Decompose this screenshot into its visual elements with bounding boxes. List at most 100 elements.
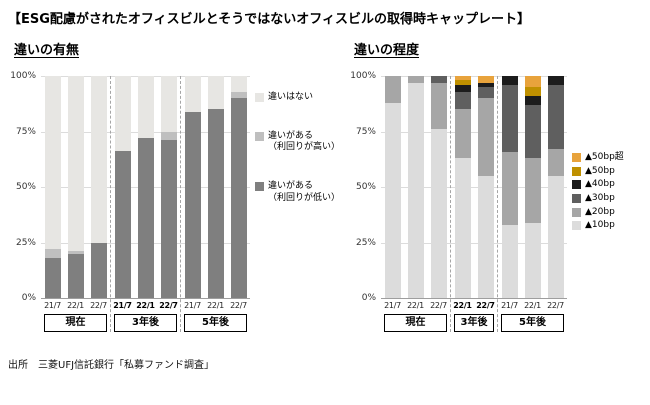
page-title: 【ESG配慮がされたオフィスビルとそうではないオフィスビルの取得時キャップレート… bbox=[8, 12, 531, 27]
x-tick-label: 21/7 bbox=[184, 301, 201, 310]
legend-label: 違いはない bbox=[268, 92, 314, 102]
bar-segment bbox=[44, 258, 61, 298]
bar-segment bbox=[90, 76, 107, 243]
bar-slot bbox=[451, 76, 474, 298]
bar-segment bbox=[524, 158, 541, 223]
bar-segment bbox=[430, 129, 447, 298]
chart-title-degree: 違いの程度 bbox=[354, 43, 420, 58]
x-tick-label: 22/1 bbox=[136, 301, 155, 310]
y-axis: 100% 75% 50% 25% 0% bbox=[348, 71, 378, 303]
bar-segment bbox=[137, 138, 154, 298]
stacked-bar bbox=[501, 76, 518, 298]
bar-segment bbox=[90, 242, 107, 298]
bar-segment bbox=[114, 151, 131, 298]
bar-segment bbox=[524, 76, 541, 88]
group-label: 5年後 bbox=[501, 314, 564, 332]
bar-segment bbox=[501, 84, 518, 152]
legend-label: ▲40bp bbox=[585, 179, 615, 190]
legend-label: ▲20bp bbox=[585, 206, 615, 217]
legend-item: ▲20bp bbox=[572, 207, 638, 219]
bar-slot bbox=[544, 76, 567, 298]
bar-group: 21/7 22/1 22/7 現在 bbox=[381, 76, 451, 332]
stacked-bar bbox=[44, 76, 61, 298]
x-tick-label: 22/7 bbox=[230, 301, 247, 310]
y-axis-label: 25% bbox=[15, 237, 36, 248]
x-tick-label: 21/7 bbox=[501, 301, 518, 310]
bar-segment bbox=[501, 224, 518, 298]
y-axis-label: 75% bbox=[15, 126, 36, 137]
x-tick-label: 21/7 bbox=[113, 301, 132, 310]
bar-segment bbox=[184, 76, 201, 112]
stacked-bar bbox=[524, 76, 541, 298]
legend-swatch bbox=[255, 131, 264, 141]
stacked-bar bbox=[384, 76, 401, 298]
y-axis: 100% 75% 50% 25% 0% bbox=[8, 71, 38, 303]
bar-segment bbox=[114, 76, 131, 152]
source-note: 出所 三菱UFJ信託銀行「私募ファンド調査」 bbox=[8, 360, 215, 371]
bar-segment bbox=[477, 98, 494, 176]
x-axis: 22/1 22/7 bbox=[451, 300, 497, 311]
bar-segment bbox=[454, 109, 471, 159]
bars bbox=[498, 76, 567, 298]
bar-segment bbox=[454, 84, 471, 92]
bars bbox=[381, 76, 450, 298]
y-axis-label: 100% bbox=[10, 71, 36, 81]
bar-segment bbox=[477, 82, 494, 88]
legend-swatch bbox=[572, 207, 581, 217]
stacked-bar bbox=[454, 76, 471, 298]
x-tick-label: 21/7 bbox=[384, 301, 401, 310]
bar-groups: 21/7 22/1 22/7 現在 22/1 22/7 3年後 21/7 22/1 22/7 5年後 bbox=[381, 76, 567, 332]
gridlines bbox=[381, 76, 567, 299]
bar-slot bbox=[381, 76, 404, 298]
bar-segment bbox=[384, 76, 401, 103]
x-tick-label: 21/7 bbox=[44, 301, 61, 310]
bar-group: 21/7 22/1 22/7 5年後 bbox=[181, 76, 250, 332]
bar-slot bbox=[181, 76, 204, 298]
gridline bbox=[41, 298, 250, 299]
x-tick-label: 22/1 bbox=[453, 301, 472, 310]
bar-segment bbox=[137, 76, 154, 139]
legend-label: ▲30bp bbox=[585, 193, 615, 204]
stacked-bar bbox=[477, 76, 494, 298]
chart-title-presence: 違いの有無 bbox=[14, 43, 80, 58]
y-axis-label: 50% bbox=[355, 182, 376, 192]
bar-slot bbox=[87, 76, 110, 298]
bar-segment bbox=[547, 149, 564, 176]
legend-swatch bbox=[255, 182, 264, 192]
bar-slot bbox=[134, 76, 157, 298]
x-tick-label: 22/7 bbox=[159, 301, 178, 310]
bar-slot bbox=[41, 76, 64, 298]
bar-segment bbox=[44, 76, 61, 250]
stacked-bar bbox=[230, 76, 247, 298]
x-axis: 21/7 22/1 22/7 bbox=[41, 300, 110, 311]
bar-slot bbox=[111, 76, 134, 298]
bar-segment bbox=[384, 102, 401, 298]
legend-item: ▲40bp bbox=[572, 179, 638, 191]
x-tick-label: 22/7 bbox=[430, 301, 447, 310]
legend-item: 違いはない bbox=[255, 92, 347, 104]
bar-slot bbox=[404, 76, 427, 298]
bar-group: 21/7 22/1 22/7 現在 bbox=[41, 76, 111, 332]
bar-segment bbox=[524, 222, 541, 298]
stacked-bar bbox=[184, 76, 201, 298]
legend-swatch bbox=[572, 153, 581, 162]
group-label: 現在 bbox=[384, 314, 447, 332]
stacked-bar bbox=[430, 76, 447, 298]
x-tick-label: 22/1 bbox=[407, 301, 424, 310]
bar-slot bbox=[227, 76, 250, 298]
legend-item: ▲50bp bbox=[572, 166, 638, 178]
bar-segment bbox=[524, 87, 541, 97]
bar-groups: 21/7 22/1 22/7 現在 21/7 22/1 22/7 3年後 21/7 22/1 22/… bbox=[41, 76, 250, 332]
legend-item: ▲10bp bbox=[572, 220, 638, 232]
bars bbox=[111, 76, 180, 298]
bar-segment bbox=[547, 84, 564, 150]
x-axis: 21/7 22/1 22/7 bbox=[381, 300, 450, 311]
stacked-bar-chart-degree: 100% 75% 50% 25% 0% 21/7 22/1 22/7 現在 22/1 22/7 3年後… bbox=[348, 71, 644, 332]
stacked-bar bbox=[547, 76, 564, 298]
gridline bbox=[381, 242, 567, 244]
bar-segment bbox=[454, 80, 471, 85]
plot-area: 21/7 22/1 22/7 現在 21/7 22/1 22/7 3年後 21/7 22/1 22/… bbox=[41, 76, 250, 332]
stacked-bar bbox=[67, 76, 84, 298]
bar-segment bbox=[477, 76, 494, 83]
stacked-bar bbox=[207, 76, 224, 298]
